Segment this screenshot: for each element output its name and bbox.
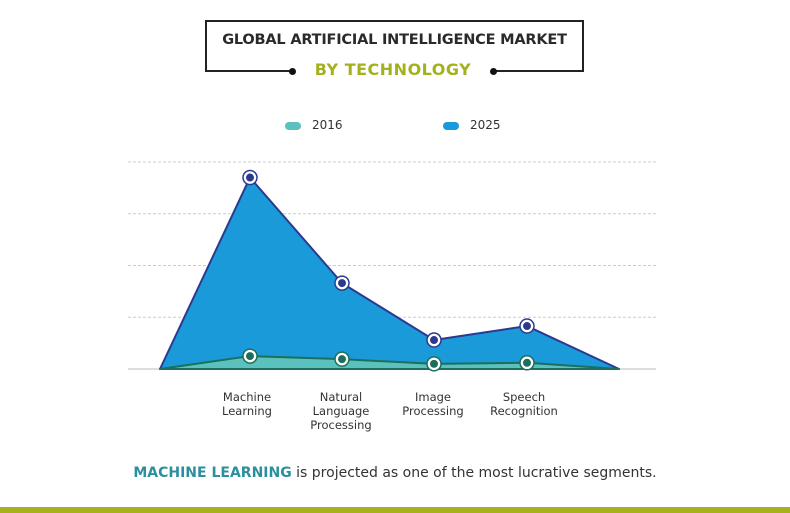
x-tick-label: Image Processing [402,390,464,418]
bullet-dot-right [490,67,497,75]
legend-swatch-2025 [443,122,459,130]
data-point-center-2025 [246,173,254,182]
data-point-center-2016 [338,355,346,364]
footer-highlight: MACHINE LEARNING [133,465,292,481]
data-point-center-2016 [523,358,531,367]
legend-label-2016: 2016 [312,118,343,132]
data-point-center-2016 [246,352,254,361]
data-point-center-2025 [338,279,346,288]
footer-caption: MACHINE LEARNING is projected as one of … [0,465,790,481]
x-tick-label: Machine Learning [222,390,272,418]
chart-subtitle: BY TECHNOLOGY [314,60,472,79]
legend-swatch-2016 [285,122,301,130]
title-box-line-left [205,70,293,72]
title-box-line-right [493,70,584,72]
legend-label-2025: 2025 [470,118,501,132]
footer-text: is projected as one of the most lucrativ… [291,465,657,481]
x-tick-label: Speech Recognition [490,390,558,418]
title-box [205,20,584,72]
bullet-dot-left [289,67,296,75]
data-point-center-2025 [523,322,531,331]
data-point-center-2016 [430,359,438,368]
bottom-accent-bar [0,507,790,513]
data-point-center-2025 [430,336,438,345]
area-series-2025 [159,176,620,370]
x-tick-label: Natural Language Processing [310,390,372,432]
chart-title: GLOBAL ARTIFICIAL INTELLIGENCE MARKET [222,32,567,48]
